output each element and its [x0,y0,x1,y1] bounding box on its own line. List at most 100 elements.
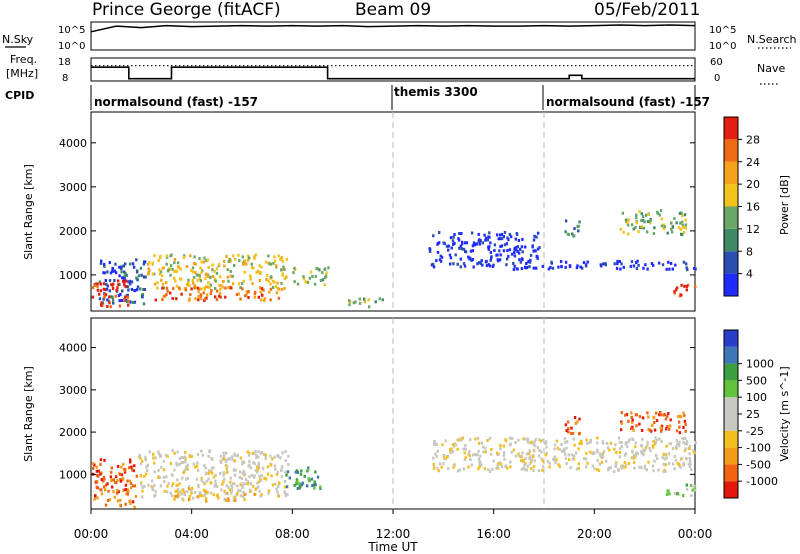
power-cell-r3-41 [110,283,113,287]
time-axis: 00:00 04:00 08:00 12:00 16:00 20:00 00:00 [74,509,712,541]
velocity-cell-r4-405 [492,459,495,463]
power-cell-r0-20 [143,288,146,291]
power-cell-r0-76 [122,264,125,268]
power-cell-r1-40 [243,270,246,274]
noise-ytick-top-left: 10^5 [58,25,85,36]
velocity-cell-r4-70 [557,463,560,467]
velocity-cell-r4-50 [432,463,435,466]
velocity-cell-r1-100 [223,454,226,458]
velocity-cell-r4-216 [522,458,525,462]
velocity-cell-r1-187 [222,480,225,484]
power-cell-r1-209 [259,270,262,274]
power-cell-r1-138 [186,283,189,287]
velocity-cell-r1-38 [167,481,170,485]
power-cell-r6-64 [452,242,455,246]
velocity-cell-r1-97 [185,465,188,469]
velocity-colorbar-cell-1 [724,464,738,482]
velocity-cell-r1-296 [182,471,185,475]
power-cell-r6-29 [479,262,482,266]
velocity-cell-r1-290 [232,468,236,472]
velocity-cell-r1-260 [236,453,239,457]
power-cell-r4-6 [268,290,271,294]
power-cell-r4-36 [215,298,219,302]
power-cell-r6-169 [536,256,539,260]
velocity-cell-r0-27 [120,465,123,469]
velocity-cell-r4-89 [664,453,668,457]
velocity-cell-r1-136 [256,481,259,485]
velocity-cell-r4-418 [631,438,635,442]
power-cell-r6-141 [502,249,506,253]
velocity-cell-r5-1 [567,430,570,434]
velocity-cell-r4-98 [609,466,612,470]
velocity-cell-r4-319 [451,443,455,447]
velocity-cell-r4-96 [674,458,678,462]
velocity-cell-r0-25 [134,495,138,498]
velocity-cell-r1-240 [254,469,258,472]
velocity-colorbar-tick-label-7: 1000 [746,358,774,371]
power-cell-r1-177 [252,266,255,270]
velocity-cell-r4-394 [627,462,630,466]
velocity-cell-r3-1 [293,483,296,487]
velocity-cell-r1-229 [175,463,179,467]
frequency-panel: Freq. [MHz] 18 8 60 0 Nave [6,53,785,85]
velocity-cell-r3-10 [296,486,299,490]
velocity-cell-r1-80 [239,494,243,498]
power-cell-r9-62 [684,218,687,222]
velocity-cell-r7-15 [667,489,670,493]
power-cell-r0-71 [133,300,137,304]
power-cell-r6-144 [463,264,467,268]
velocity-cell-r6-18 [638,415,642,419]
velocity-cell-r4-323 [573,443,576,447]
power-cell-r9-26 [640,212,643,216]
power-cell-r1-185 [215,267,219,271]
power-cell-r1-15 [283,277,286,281]
velocity-cell-r0-88 [114,475,118,479]
power-cell-r2-27 [324,274,328,278]
velocity-cell-r4-380 [564,456,567,460]
velocity-cell-r4-247 [432,456,435,460]
velocity-cell-r1-214 [271,457,274,461]
power-cell-r1-90 [160,278,163,282]
velocity-cell-r6-57 [682,411,685,415]
velocity-cell-r3-23 [311,484,314,488]
power-cell-r0-95 [123,278,126,282]
power-cell-r9-28 [621,211,624,215]
velocity-cell-r4-65 [496,462,500,466]
velocity-cell-r4-275 [520,459,523,463]
power-cell-r4-69 [218,294,221,298]
velocity-cell-r1-321 [225,451,228,455]
power-cell-r7-63 [575,266,579,270]
power-cell-r1-69 [175,284,179,288]
velocity-cell-r4-304 [662,462,665,466]
power-cell-r1-182 [214,279,217,283]
velocity-cell-r4-29 [553,443,557,447]
velocity-cell-r2-20 [177,491,180,495]
velocity-cell-r4-393 [575,451,578,455]
power-cell-r6-139 [438,241,441,245]
power-cell-r1-103 [233,264,236,267]
velocity-cell-r2-3 [217,496,220,500]
power-cell-r1-170 [198,273,201,277]
velocity-cell-r4-171 [524,461,527,465]
velocity-cell-r1-138 [227,485,230,489]
velocity-cell-r1-247 [182,461,185,464]
velocity-cell-r1-207 [222,451,225,455]
velocity-cell-r4-5 [596,436,599,440]
velocity-cell-r1-88 [257,450,260,454]
power-cell-r6-88 [451,239,455,243]
power-cell-r6-74 [471,258,475,261]
velocity-cell-r4-276 [654,441,657,444]
velocity-cell-r1-312 [203,464,206,468]
velocity-cell-r6-56 [641,416,645,420]
power-cell-r3-7 [109,305,112,309]
power-cell-r6-49 [459,257,462,261]
power-colorbar-cell-2 [724,228,738,252]
velocity-cell-r4-116 [647,460,650,464]
velocity-cell-r6-38 [653,416,656,420]
velocity-cell-r1-49 [257,466,260,470]
velocity-cell-r1-67 [284,459,287,463]
power-cell-r1-118 [173,261,176,265]
velocity-cell-r4-374 [662,452,665,456]
velocity-cell-r1-245 [279,456,282,460]
power-cell-r1-126 [226,268,229,272]
